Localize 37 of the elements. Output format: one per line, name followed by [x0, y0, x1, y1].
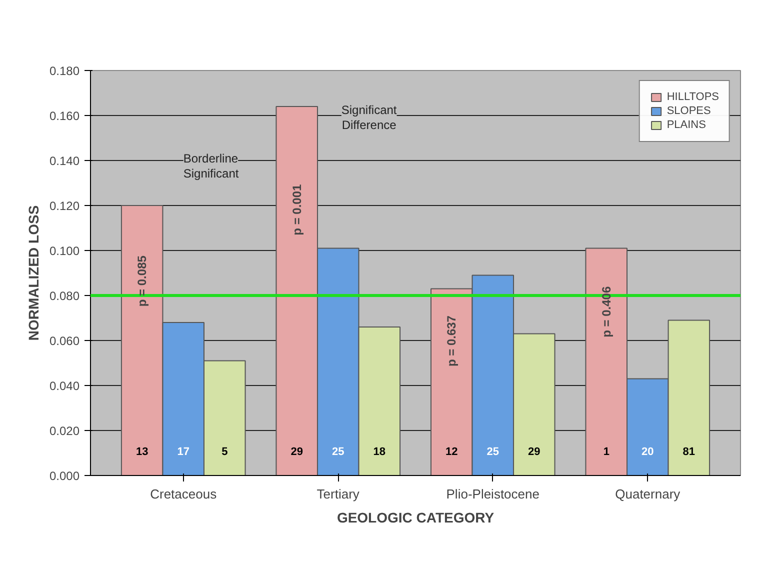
annotation: 29 — [290, 446, 303, 458]
annotation: Significant Difference — [341, 102, 398, 132]
x-tick-label: Cretaceous — [150, 486, 218, 502]
y-tick-label: 0.080 — [49, 289, 80, 303]
legend-label: HILLTOPS — [666, 91, 719, 103]
legend-label: PLAINS — [666, 119, 706, 131]
y-tick-label: 0.140 — [49, 154, 80, 168]
y-tick-label: 0.020 — [49, 424, 80, 438]
annotation: 1 — [603, 446, 610, 458]
x-axis-title: GEOLOGIC CATEGORY — [336, 510, 495, 526]
y-tick-label: 0.160 — [49, 109, 80, 123]
y-tick-label: 0.100 — [49, 244, 80, 258]
y-tick-label: 0.120 — [49, 199, 80, 213]
annotation: 25 — [486, 446, 500, 458]
y-tick-label: 0.000 — [49, 469, 80, 483]
annotation: Borderline Significant — [183, 152, 240, 180]
y-axis-title: NORMALIZED LOSS — [25, 205, 42, 341]
annotation: 12 — [445, 446, 458, 458]
annotation: 18 — [373, 446, 386, 458]
y-tick-label: 0.040 — [49, 379, 80, 393]
y-tick-label: 0.060 — [49, 334, 80, 348]
annotation: 13 — [136, 446, 148, 458]
annotation: 20 — [642, 446, 654, 458]
annotation: p = 0.085 — [135, 255, 150, 307]
annotation: 81 — [682, 446, 696, 458]
x-tick-label: Plio-Pleistocene — [446, 486, 540, 502]
annotation: p = 0.637 — [444, 315, 459, 367]
x-tick-label: Tertiary — [316, 486, 360, 502]
annotation: 17 — [177, 446, 190, 458]
y-tick-label: 0.180 — [49, 64, 80, 78]
x-tick-label: Quaternary — [615, 486, 681, 502]
annotation: p = 0.406 — [599, 286, 614, 338]
annotation: 5 — [222, 446, 228, 458]
annotation: 25 — [332, 446, 344, 458]
annotation: 29 — [528, 446, 540, 458]
annotation: p = 0.001 — [290, 184, 304, 236]
legend-label: SLOPES — [666, 105, 711, 117]
